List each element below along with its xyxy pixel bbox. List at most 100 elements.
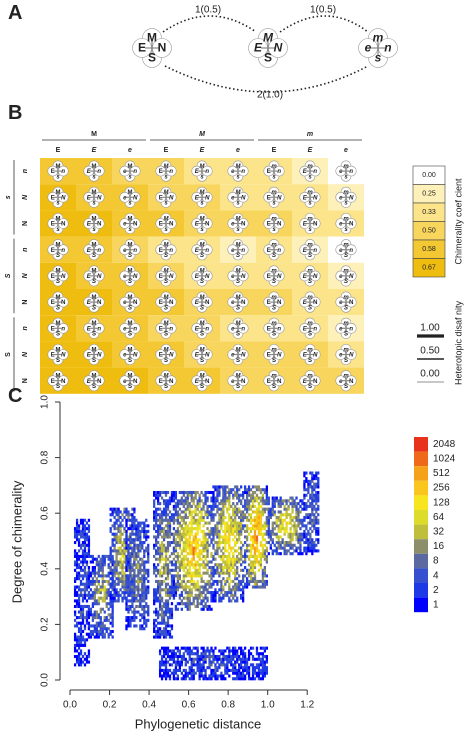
heatmap-cell xyxy=(279,515,282,520)
heatmap-cell xyxy=(182,554,185,558)
heatmap-cell xyxy=(196,602,199,606)
heatmap-cell xyxy=(228,577,231,581)
colorbar-label: 4 xyxy=(433,570,439,581)
heatmap-cell xyxy=(133,557,136,561)
heatmap-cell xyxy=(309,471,312,475)
heatmap-cell xyxy=(212,566,215,570)
heatmap-cell xyxy=(261,674,265,678)
heatmap-cell xyxy=(81,629,85,634)
heatmap-cell xyxy=(139,549,142,553)
heatmap-cell xyxy=(127,535,130,539)
heatmap-cell xyxy=(259,554,263,558)
heatmap-cell xyxy=(192,582,195,586)
heatmap-cell xyxy=(289,535,292,539)
heatmap-cell xyxy=(220,554,223,558)
heatmap-cell xyxy=(240,546,243,550)
node-label-top: M xyxy=(128,295,133,301)
heatmap-cell xyxy=(222,518,225,522)
heatmap-cell xyxy=(184,529,187,533)
heatmap-cell xyxy=(261,582,265,586)
node-label-bottom: s xyxy=(128,201,132,207)
heatmap-cell xyxy=(77,646,81,650)
heatmap-cell xyxy=(75,571,79,575)
heatmap-cell xyxy=(257,677,261,681)
heatmap-cell xyxy=(73,663,77,667)
heatmap-cell xyxy=(101,596,104,600)
heatmap-cell xyxy=(182,546,185,550)
heatmap-cell xyxy=(162,490,166,495)
heatmap-cell xyxy=(147,574,150,578)
node-label-right: N xyxy=(349,274,354,280)
heatmap-cell xyxy=(85,588,89,592)
heatmap-cell xyxy=(133,624,136,628)
heatmap-cell xyxy=(113,588,116,592)
heatmap-cell xyxy=(232,557,235,561)
matrix-node: MSE n xyxy=(155,317,177,339)
heatmap-cell xyxy=(202,532,205,536)
node-label-top: M xyxy=(164,190,170,196)
heatmap-cell xyxy=(234,652,237,656)
heatmap-cell xyxy=(145,593,148,597)
heatmap-cell xyxy=(241,588,245,592)
heatmap-cell xyxy=(129,518,132,522)
heatmap-cell xyxy=(249,499,253,503)
heatmap-cell xyxy=(178,649,182,653)
heatmap-cell xyxy=(87,538,91,542)
node-label-right: N xyxy=(277,353,282,359)
heatmap-cell xyxy=(162,632,166,636)
heatmap-cell xyxy=(97,582,100,586)
heatmap-cell xyxy=(249,646,253,650)
heatmap-cell xyxy=(234,543,237,547)
heatmap-cell xyxy=(119,566,122,570)
heatmap-cell xyxy=(204,652,207,656)
heatmap-cell xyxy=(236,657,239,661)
heatmap-cell xyxy=(271,502,274,506)
heatmap-cell xyxy=(109,546,112,550)
node-label-bottom: S xyxy=(92,358,96,364)
heatmap-cell xyxy=(277,502,280,506)
heatmap-cell xyxy=(168,596,172,600)
heatmap-cell xyxy=(255,674,259,678)
heatmap-cell xyxy=(89,571,93,575)
heatmap-cell xyxy=(204,535,207,539)
heatmap-cell xyxy=(255,671,259,675)
heatmap-cell xyxy=(224,563,227,567)
heatmap-cell xyxy=(253,546,257,550)
heatmap-cell xyxy=(271,496,274,500)
heatmap-cell xyxy=(204,549,207,553)
heatmap-cell xyxy=(162,549,166,553)
heatmap-cell xyxy=(204,532,207,536)
heatmap-cell xyxy=(265,490,268,495)
heatmap-cell xyxy=(93,571,96,575)
heatmap-cell xyxy=(206,515,209,520)
heatmap-cell xyxy=(129,618,132,622)
heatmap-cell xyxy=(283,546,286,550)
heatmap-cell xyxy=(305,477,308,481)
heatmap-cell xyxy=(75,532,79,536)
heatmap-cell xyxy=(91,566,95,570)
heatmap-cell xyxy=(186,504,189,508)
heatmap-cell xyxy=(145,560,148,564)
heatmap-cell xyxy=(77,616,81,620)
heatmap-cell xyxy=(283,543,286,547)
heatmap-cell xyxy=(220,582,223,586)
heatmap-cell xyxy=(87,524,91,528)
heatmap-cell xyxy=(111,635,114,639)
heatmap-cell xyxy=(265,502,268,506)
heatmap-cell xyxy=(287,541,290,545)
heatmap-cell xyxy=(164,588,168,592)
heatmap-cell xyxy=(184,535,187,539)
heatmap-cell xyxy=(172,515,176,520)
heatmap-cell xyxy=(166,646,170,650)
heatmap-cell xyxy=(172,591,176,595)
heatmap-cell xyxy=(251,560,255,564)
heatmap-cell xyxy=(129,574,132,578)
heatmap-cell xyxy=(220,541,223,545)
heatmap-cell xyxy=(245,529,249,533)
heatmap-cell xyxy=(245,543,249,547)
heatmap-cell xyxy=(212,529,215,533)
heatmap-cell xyxy=(279,527,282,531)
heatmap-cell xyxy=(198,654,201,659)
node-label-left: E xyxy=(195,195,200,201)
heatmap-cell xyxy=(202,660,205,664)
